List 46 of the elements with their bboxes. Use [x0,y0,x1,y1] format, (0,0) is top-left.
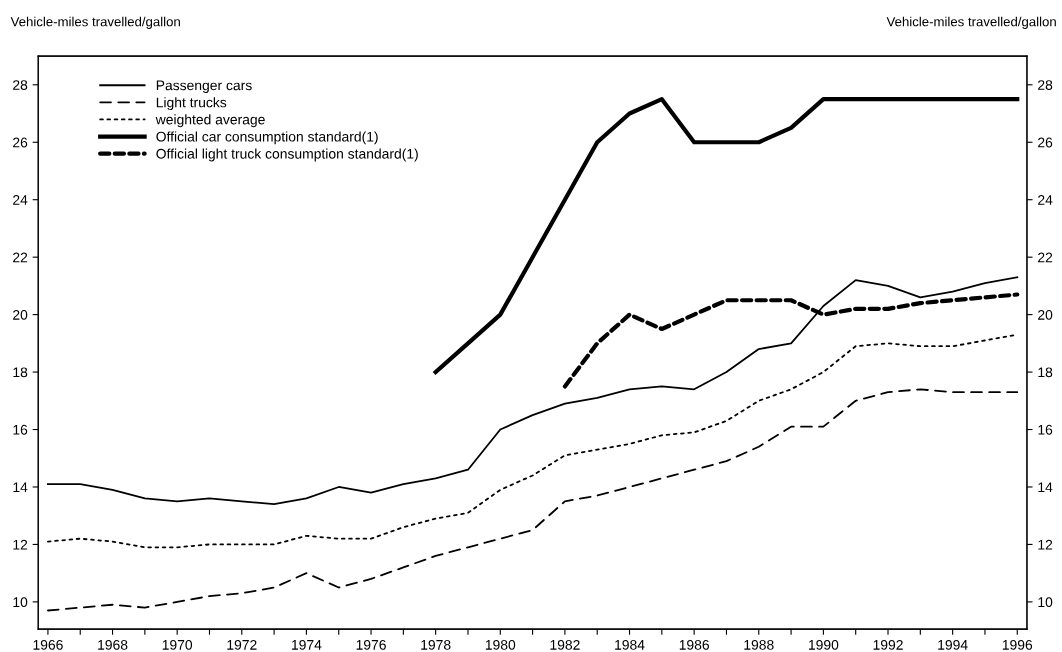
y-axis-title: Vehicle-miles travelled/gallon [10,16,180,29]
y-tick-label: 22 [13,252,28,263]
x-tick-label: 1978 [421,639,451,650]
x-tick-label: 1984 [615,639,645,650]
x-tick-label: 1980 [485,639,516,650]
x-tick-label: 1988 [744,639,774,650]
x-tick-label: 1976 [356,639,386,650]
legend-label: Light trucks [156,97,227,111]
y-tick-label: 16 [13,424,28,435]
y-tick-label: 10 [13,597,28,608]
y-tick-label: 24 [13,195,28,205]
legend-label: Passenger cars [156,80,252,93]
line-series [47,388,1019,612]
y2-axis-title: Vehicle-miles travelled/gallon [886,16,1056,29]
y2-tick-label: 24 [1038,195,1053,205]
x-tick-label: 1992 [873,639,903,650]
x-tick-label: 1972 [227,639,257,650]
y2-tick-label: 28 [1038,80,1053,90]
x-tick-label: 1970 [162,639,193,650]
x-tick-label: 1986 [679,639,709,650]
y-tick-label: 26 [13,137,28,148]
x-tick-label: 1994 [938,639,968,650]
x-tick-label: 1996 [1002,639,1033,650]
y-tick-label: 28 [13,80,28,90]
y-tick-label: 18 [13,367,28,378]
y-tick-label: 14 [13,482,28,493]
x-tick-label: 1974 [292,639,322,650]
line-series [433,97,1020,375]
y2-tick-label: 16 [1038,424,1053,435]
legend-label: Official car consumption standard(1) [156,131,378,145]
x-tick-label: 1968 [98,639,128,650]
x-tick-label: 1966 [33,639,63,650]
y-tick-label: 20 [13,309,28,320]
legend-label: Official light truck consumption standard(1) [156,148,418,162]
x-tick-label: 1990 [809,639,839,650]
x-tick-label: 1982 [550,639,580,650]
y2-tick-label: 26 [1038,137,1053,148]
y-tick-label: 12 [13,539,28,550]
legend-label: weighted average [155,114,265,128]
y2-tick-label: 20 [1038,309,1053,320]
y2-tick-label: 10 [1038,597,1053,608]
y2-tick-label: 18 [1038,367,1053,378]
line-series [47,276,1019,506]
y2-tick-label: 22 [1038,252,1053,263]
y2-tick-label: 12 [1038,539,1053,550]
y2-tick-label: 14 [1038,482,1053,493]
